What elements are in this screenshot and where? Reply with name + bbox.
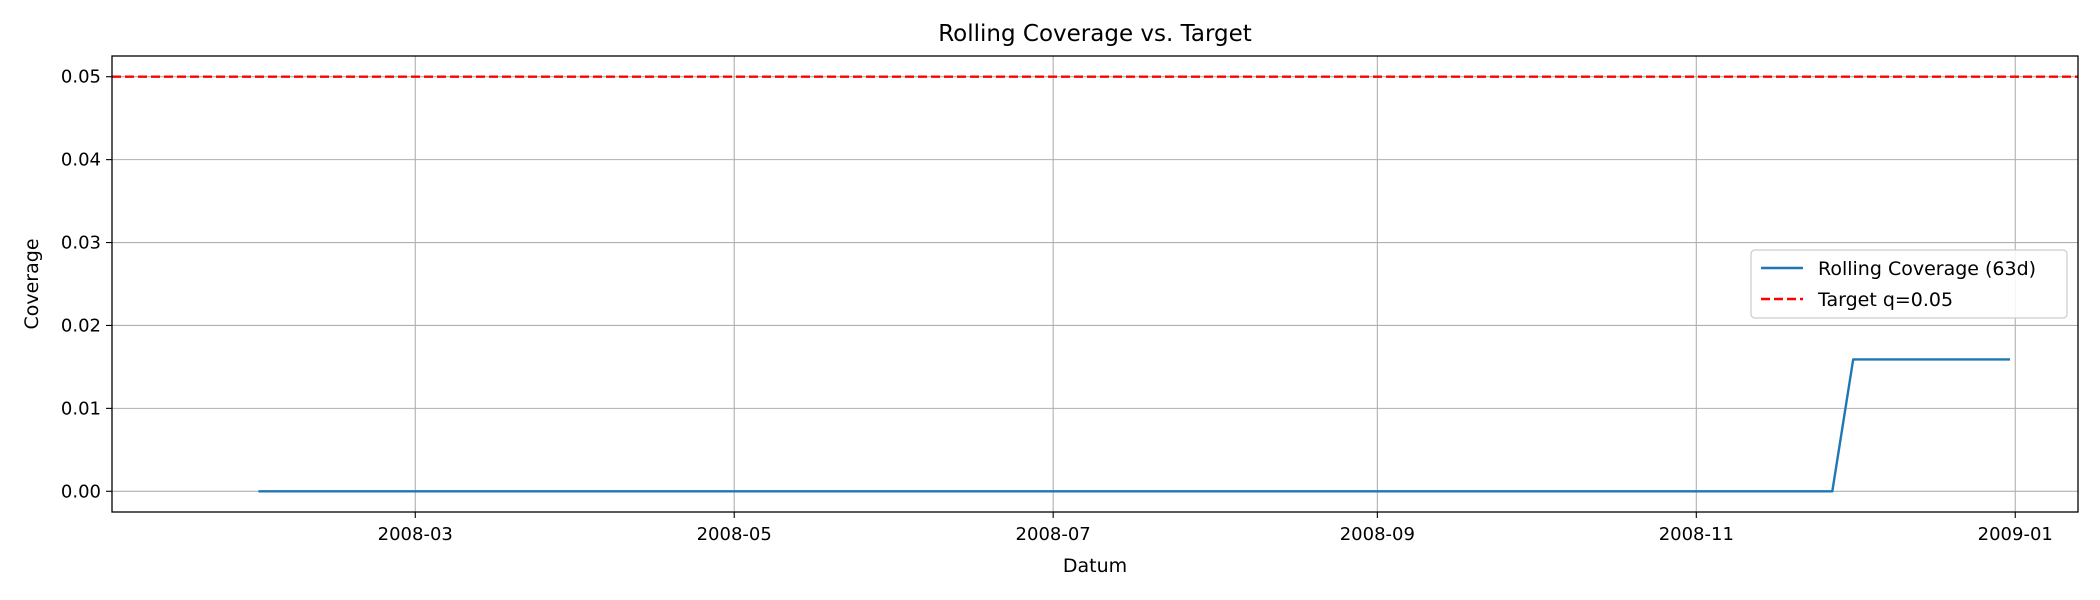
x-tick-label: 2008-05 (697, 524, 772, 545)
axis-ticks: 2008-03 2008-05 2008-07 2008-09 2008-11 2009-… (61, 67, 2053, 545)
y-tick-label: 0.03 (61, 233, 101, 254)
x-tick-label: 2008-03 (378, 524, 453, 545)
x-axis-label: Datum (1063, 555, 1127, 577)
y-tick-label: 0.05 (61, 67, 101, 88)
legend-label-1: Rolling Coverage (63d) (1818, 258, 2036, 280)
y-tick-label: 0.02 (61, 315, 101, 336)
series-line-1 (258, 358, 2010, 493)
chart-title: Rolling Coverage vs. Target (938, 21, 1252, 47)
x-tick-label: 2008-07 (1016, 524, 1091, 545)
legend-box (1750, 249, 2068, 319)
y-tick-label: 0.00 (61, 481, 101, 502)
legend: Rolling Coverage (63d) Target q=0.05 (1750, 249, 2068, 319)
x-tick-label: 2008-11 (1659, 524, 1734, 545)
x-tick-label: 2008-09 (1340, 524, 1415, 545)
series-lines (112, 75, 2078, 493)
plot-frame (111, 55, 2079, 513)
x-tick-label: 2009-01 (1978, 524, 2053, 545)
y-axis-label: Coverage (21, 238, 43, 329)
y-tick-label: 0.04 (61, 150, 101, 171)
y-tick-label: 0.01 (61, 398, 101, 419)
legend-label-2: Target q=0.05 (1817, 289, 1953, 311)
